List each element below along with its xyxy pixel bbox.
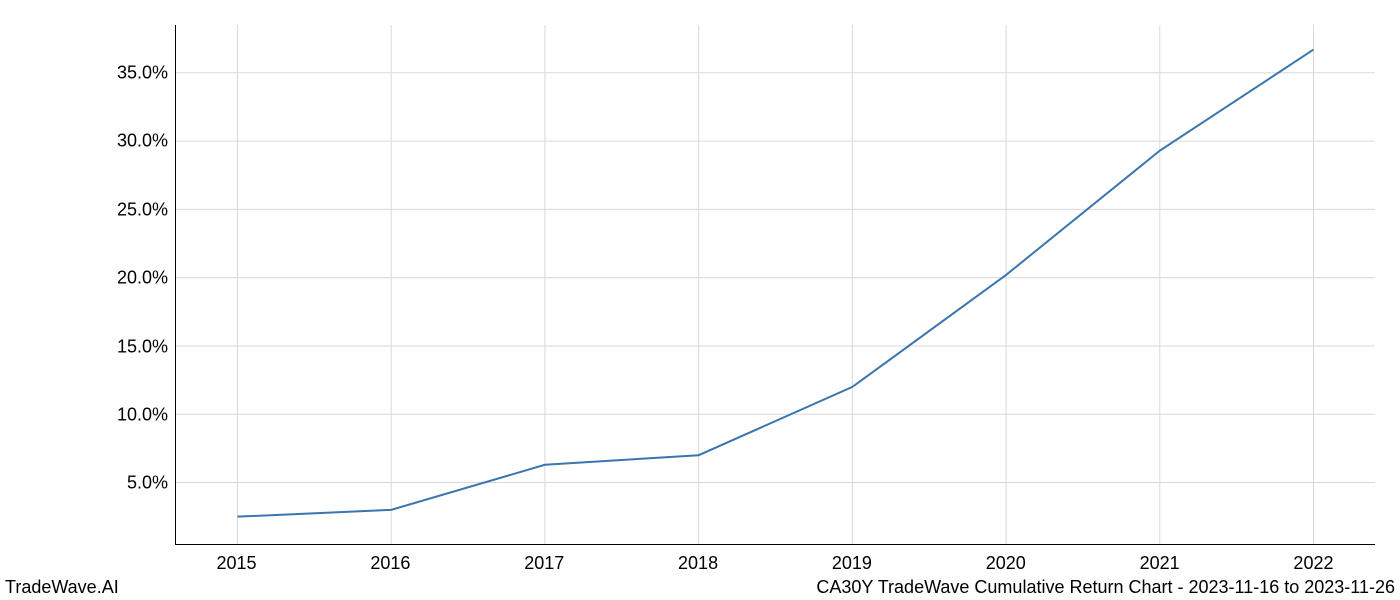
y-axis-label: 10.0% xyxy=(117,405,168,426)
line-chart-svg xyxy=(176,25,1375,544)
footer-left-text: TradeWave.AI xyxy=(5,577,119,598)
x-axis-label: 2022 xyxy=(1293,553,1333,574)
x-axis-label: 2020 xyxy=(986,553,1026,574)
x-axis-label: 2015 xyxy=(217,553,257,574)
x-axis-label: 2021 xyxy=(1140,553,1180,574)
footer-right-text: CA30Y TradeWave Cumulative Return Chart … xyxy=(816,577,1395,598)
x-axis-label: 2018 xyxy=(678,553,718,574)
y-axis-label: 20.0% xyxy=(117,268,168,289)
plot-area xyxy=(175,25,1375,545)
y-axis-label: 30.0% xyxy=(117,131,168,152)
x-axis-label: 2019 xyxy=(832,553,872,574)
y-axis-label: 15.0% xyxy=(117,336,168,357)
y-axis-label: 5.0% xyxy=(127,473,168,494)
x-axis-label: 2017 xyxy=(524,553,564,574)
y-axis-label: 35.0% xyxy=(117,62,168,83)
y-axis-label: 25.0% xyxy=(117,199,168,220)
chart-container: 5.0% 10.0% 15.0% 20.0% 25.0% 30.0% 35.0% 2015 2… xyxy=(0,0,1400,600)
x-axis-label: 2016 xyxy=(370,553,410,574)
